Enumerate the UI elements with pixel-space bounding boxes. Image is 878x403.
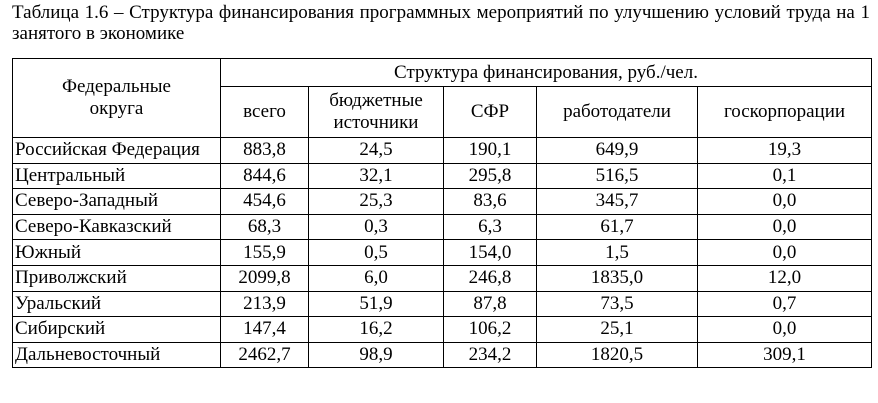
value-cell: 0,1 (696, 162, 873, 190)
table-title: Таблица 1.6 – Структура финансирования п… (12, 2, 870, 44)
table-row: Сибирский 147,4 16,2 106,2 25,1 0,0 (12, 316, 873, 343)
region-cell: Центральный (12, 162, 221, 190)
value-cell: 0,0 (696, 316, 873, 343)
value-cell: 25,3 (308, 188, 444, 215)
table-row: Российская Федерация 883,8 24,5 190,1 649,9 1… (12, 137, 873, 164)
value-cell: 234,2 (443, 341, 537, 369)
value-cell: 147,4 (220, 316, 309, 343)
value-cell: 51,9 (308, 290, 444, 318)
region-cell: Российская Федерация (12, 137, 221, 164)
value-cell: 2462,7 (220, 341, 309, 369)
value-cell: 1,5 (536, 239, 698, 266)
table-row: Южный 155,9 0,5 154,0 1,5 0,0 (12, 239, 873, 266)
value-cell: 154,0 (443, 239, 537, 266)
value-cell: 213,9 (220, 290, 309, 318)
value-cell: 25,1 (536, 316, 698, 343)
table-row: Дальневосточный 2462,7 98,9 234,2 1820,5 309,… (12, 341, 873, 369)
table-row: Северо-Западный 454,6 25,3 83,6 345,7 0,0 (12, 188, 873, 215)
value-cell: 73,5 (536, 290, 698, 318)
header-column: СФР (443, 86, 537, 138)
value-cell: 6,0 (308, 264, 444, 292)
table-row: Уральский 213,9 51,9 87,8 73,5 0,7 (12, 290, 873, 318)
value-cell: 32,1 (308, 162, 444, 190)
header-group: Структура финансирования, руб./чел. (219, 58, 873, 87)
region-cell: Приволжский (12, 264, 221, 292)
value-cell: 0,3 (308, 213, 444, 241)
value-cell: 6,3 (443, 213, 537, 241)
value-cell: 98,9 (308, 341, 444, 369)
header-column: всего (220, 86, 309, 138)
value-cell: 0,0 (696, 188, 873, 215)
value-cell: 16,2 (308, 316, 444, 343)
value-cell: 87,8 (443, 290, 537, 318)
value-cell: 2099,8 (220, 264, 309, 292)
header-cell: Федеральные округа (12, 58, 221, 138)
header-column: работодатели (536, 86, 698, 138)
value-cell: 19,3 (696, 137, 873, 164)
value-cell: 309,1 (696, 341, 873, 369)
table-row: Центральный 844,6 32,1 295,8 516,5 0,1 (12, 162, 873, 190)
value-cell: 246,8 (443, 264, 537, 292)
value-cell: 295,8 (443, 162, 537, 190)
region-cell: Северо-Западный (12, 188, 221, 215)
region-cell: Сибирский (12, 316, 221, 343)
value-cell: 0,5 (308, 239, 444, 266)
value-cell: 345,7 (536, 188, 698, 215)
value-cell: 190,1 (443, 137, 537, 164)
value-cell: 106,2 (443, 316, 537, 343)
table-row: Приволжский 2099,8 6,0 246,8 1835,0 12,0 (12, 264, 873, 292)
value-cell: 155,9 (220, 239, 309, 266)
region-cell: Южный (12, 239, 221, 266)
table-row: Северо-Кавказский 68,3 0,3 6,3 61,7 0,0 (12, 213, 873, 241)
value-cell: 68,3 (220, 213, 309, 241)
table: Федеральные округа Структура финансирова… (12, 58, 873, 369)
value-cell: 883,8 (220, 137, 309, 164)
region-cell: Уральский (12, 290, 221, 318)
value-cell: 454,6 (220, 188, 309, 215)
header-region: Федеральные округа (62, 76, 171, 119)
region-cell: Дальневосточный (12, 341, 221, 369)
value-cell: 649,9 (536, 137, 698, 164)
value-cell: 12,0 (696, 264, 873, 292)
header-column: бюджетные источники (308, 86, 444, 138)
value-cell: 83,6 (443, 188, 537, 215)
value-cell: 61,7 (536, 213, 698, 241)
value-cell: 0,0 (696, 239, 873, 266)
value-cell: 1835,0 (536, 264, 698, 292)
region-cell: Северо-Кавказский (12, 213, 221, 241)
value-cell: 516,5 (536, 162, 698, 190)
value-cell: 1820,5 (536, 341, 698, 369)
value-cell: 0,0 (696, 213, 873, 241)
value-cell: 24,5 (308, 137, 444, 164)
value-cell: 0,7 (696, 290, 873, 318)
value-cell: 844,6 (220, 162, 309, 190)
header-column: госкорпорации (696, 86, 873, 138)
